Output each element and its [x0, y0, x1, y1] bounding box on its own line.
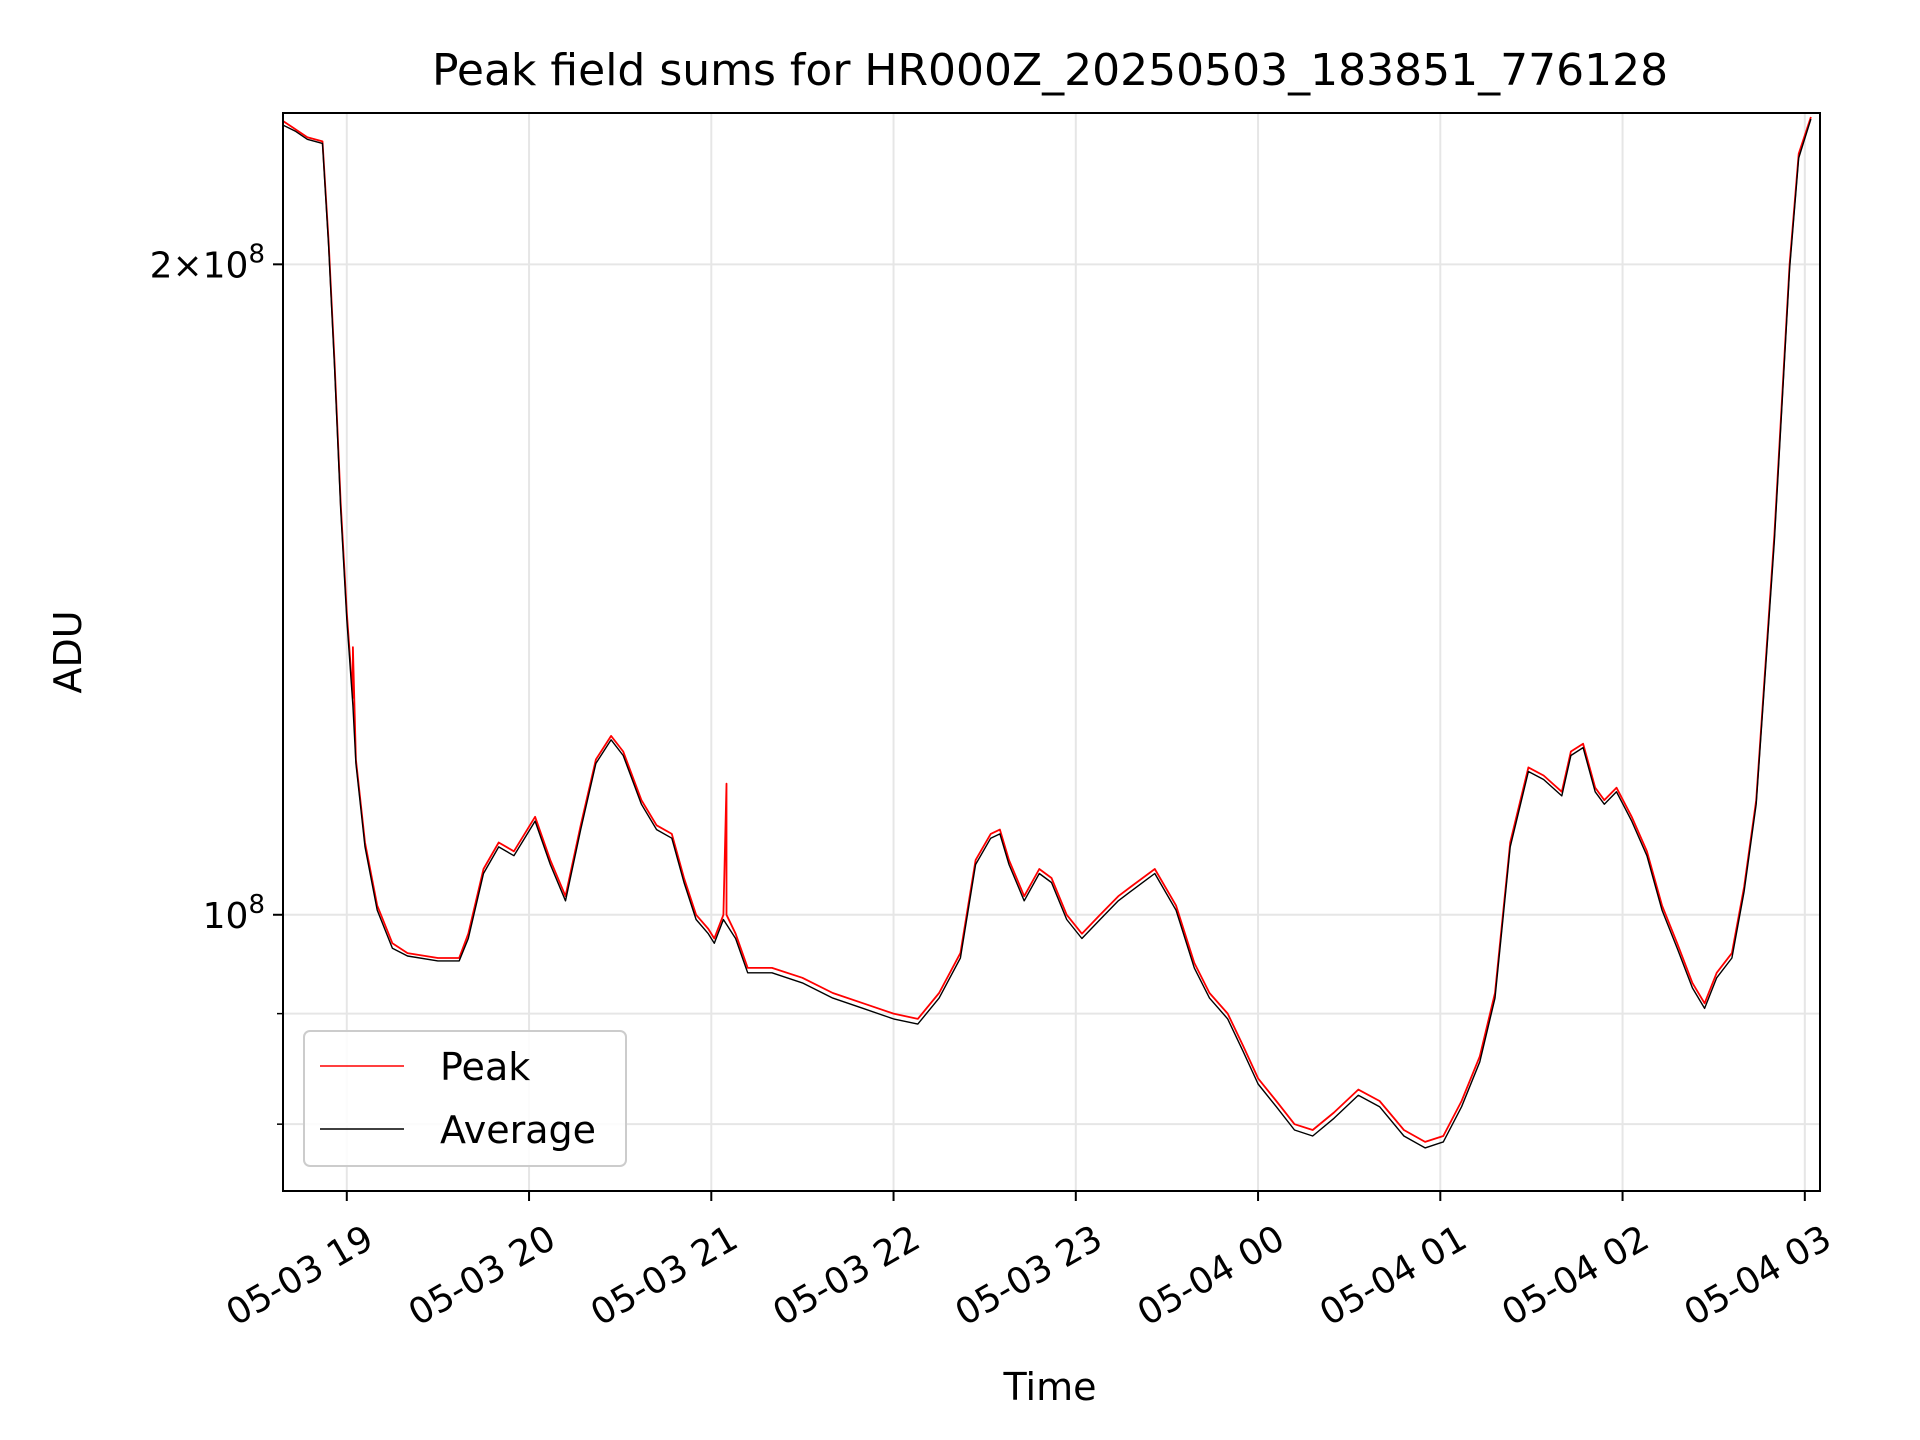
chart-title: Peak field sums for HR000Z_20250503_1838…	[432, 45, 1668, 96]
x-axis-label: Time	[1003, 1365, 1097, 1409]
plot-frame	[282, 112, 1821, 1192]
y-axis-label: ADU	[46, 610, 90, 693]
legend-label-average: Average	[440, 1108, 596, 1152]
y-axis: 108 2×108	[150, 239, 283, 1125]
series-line-average	[282, 118, 1812, 1149]
legend-label-peak: Peak	[440, 1045, 530, 1089]
y-tick-label: 2×108	[150, 239, 265, 286]
legend: Peak Average	[303, 1030, 627, 1167]
y-tick-label: 108	[203, 890, 265, 937]
series-lines	[282, 116, 1812, 1149]
grid	[283, 113, 1820, 1191]
legend-box	[303, 1030, 627, 1167]
series-line-peak	[282, 116, 1812, 1143]
